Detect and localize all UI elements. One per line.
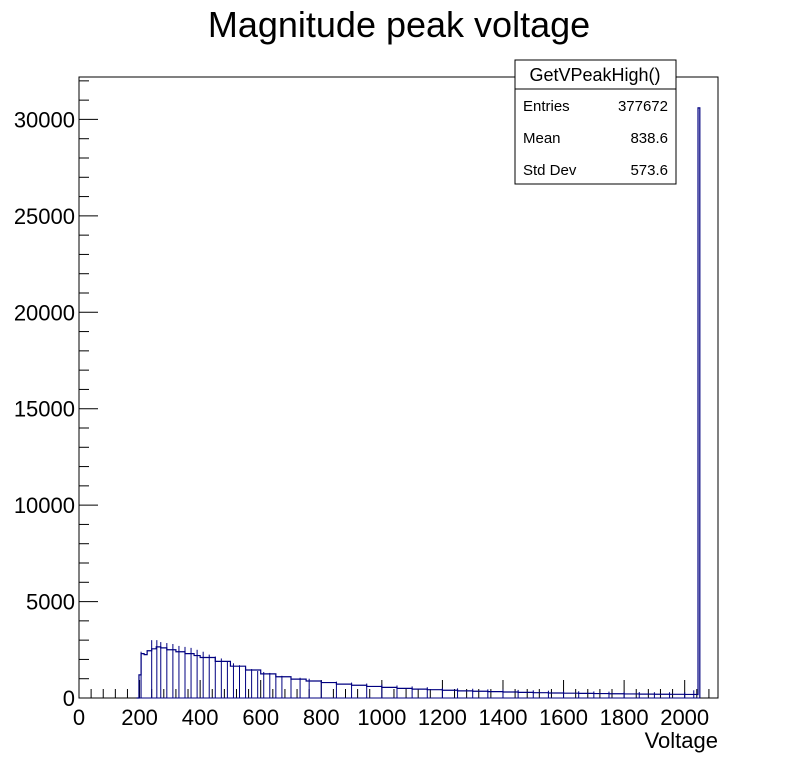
- histogram-series: [136, 107, 701, 699]
- stats-mean-value: 838.6: [630, 130, 668, 147]
- x-tick-label: 600: [242, 705, 279, 730]
- histogram-outline: [136, 107, 701, 699]
- stats-box-frame: [514, 59, 677, 185]
- x-tick-label: 1000: [357, 705, 406, 730]
- y-tick-label: 20000: [14, 300, 75, 325]
- y-tick-label: 0: [63, 686, 75, 711]
- y-tick-label: 25000: [14, 204, 75, 229]
- x-tick-label: 200: [121, 705, 158, 730]
- y-tick-label: 5000: [26, 590, 75, 615]
- y-tick-label: 10000: [14, 493, 75, 518]
- y-axis: 0 5000 10000 15000 20000 25000 30000: [14, 80, 98, 711]
- stats-entries-value: 377672: [618, 98, 668, 115]
- x-tick-label: 1600: [539, 705, 588, 730]
- x-tick-label: 0: [73, 705, 85, 730]
- x-axis: 0 200 400 600 800 1000 1200 1400 1600 1800 2000: [73, 680, 710, 730]
- x-tick-label: 1400: [479, 705, 528, 730]
- stats-entries-label: Entries: [523, 98, 570, 115]
- x-tick-label: 800: [303, 705, 340, 730]
- y-tick-label: 15000: [14, 397, 75, 422]
- x-tick-label: 1800: [600, 705, 649, 730]
- stats-stddev-value: 573.6: [630, 162, 668, 179]
- stats-mean-label: Mean: [523, 130, 561, 147]
- x-axis-label: Voltage: [645, 728, 718, 753]
- x-tick-label: 1200: [418, 705, 467, 730]
- x-tick-label: 400: [182, 705, 219, 730]
- chart-title: Magnitude peak voltage: [208, 4, 590, 45]
- y-tick-label: 30000: [14, 107, 75, 132]
- stats-stddev-label: Std Dev: [523, 162, 577, 179]
- x-tick-label: 2000: [660, 705, 709, 730]
- stats-box-title: GetVPeakHigh(): [529, 65, 660, 85]
- stats-box: GetVPeakHigh() Entries 377672 Mean 838.6…: [514, 59, 677, 185]
